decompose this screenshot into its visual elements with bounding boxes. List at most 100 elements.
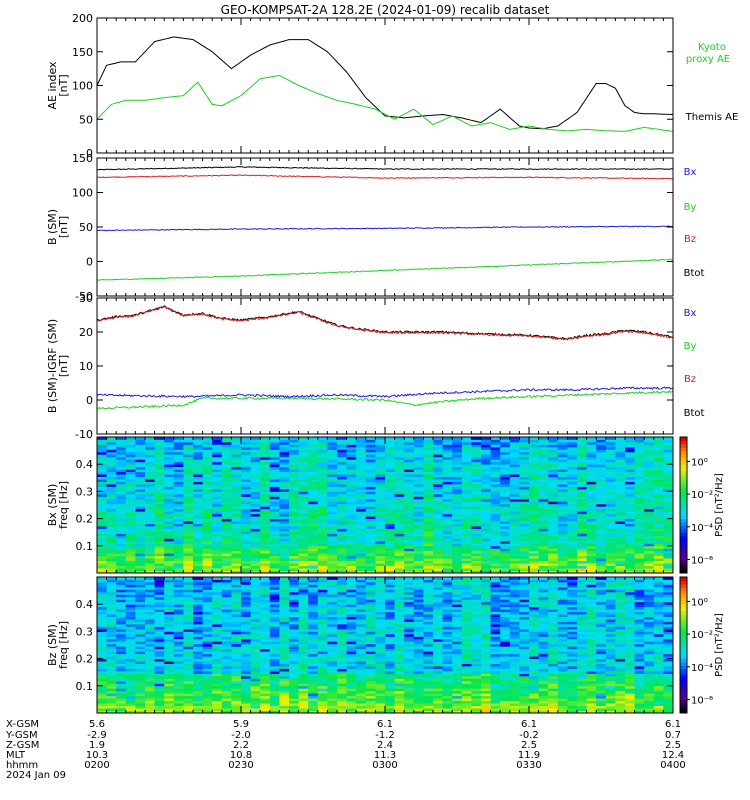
psd-cell [413,456,424,460]
psd-cell [586,474,597,477]
psd-cell [212,464,223,468]
psd-cell [509,518,520,522]
psd-cell [500,503,511,507]
psd-cell [452,479,463,482]
psd-cell [125,518,136,522]
psd-cell [519,461,530,465]
psd-cell [212,511,223,515]
psd-cell [490,501,501,505]
psd-cell [490,484,501,487]
psd-cell [567,568,578,571]
psd-cell [260,695,271,699]
psd-cell [625,501,635,505]
psd-cell [202,479,213,482]
psd-cell [596,565,607,569]
psd-cell [212,599,223,603]
psd-cell [577,553,587,557]
psd-cell [423,479,434,482]
psd-cell [481,471,491,475]
psd-cell [116,680,127,684]
psd-cell [596,441,607,445]
psd-cell [269,454,280,458]
psd-cell [241,526,251,529]
psd-cell [135,444,146,448]
figure-title: GEO-KOMPSAT-2A 128.2E (2024-01-09) recal… [221,3,550,17]
psd-cell [97,508,107,512]
psd-cell [145,680,155,684]
psd-cell [97,526,107,529]
psd-cell [154,560,165,564]
psd-cell [97,589,107,593]
psd-cell [97,491,107,495]
psd-cell [577,503,587,507]
psd-cell [308,548,319,552]
psd-cell [404,496,415,500]
psd-cell [356,466,367,470]
psd-cell [452,543,463,547]
psd-cell [269,456,280,460]
psd-cell [279,555,290,559]
psd-cell [154,563,165,566]
psd-cell [567,543,578,547]
psd-cell [106,446,117,450]
psd-cell [154,683,165,687]
psd-cell [615,459,626,463]
psd-cell [471,441,482,445]
psd-cell [116,449,127,453]
psd-cell [413,570,424,574]
psd-cell [317,558,328,562]
psd-cell [106,663,117,667]
psd-cell [500,523,511,527]
psd-cell [567,498,578,502]
psd-cell [269,584,280,588]
psd-cell [509,560,520,564]
psd-cell [116,648,127,652]
psd-cell [653,501,664,505]
psd-cell [605,469,616,472]
psd-cell [269,628,280,632]
psd-cell [116,638,127,642]
psd-cell [221,626,232,630]
psd-cell [221,703,232,706]
psd-cell [423,498,434,502]
psd-cell [605,533,616,537]
psd-cell [298,570,309,574]
psd-cell [164,444,175,448]
psd-cell [327,523,338,527]
psd-cell [173,671,184,674]
psd-cell [106,604,117,608]
psd-cell [145,439,155,443]
psd-cell [452,469,463,472]
psd-cell [337,451,347,455]
psd-cell [663,496,674,500]
psd-cell [577,533,587,537]
psd-cell [529,454,539,458]
psd-cell [548,521,559,524]
psd-cell [202,550,213,554]
psd-cell [241,555,251,559]
psd-cell [221,484,232,487]
psd-cell [173,710,184,714]
psd-cell [97,641,107,645]
psd-cell [183,611,194,615]
psd-cell [404,558,415,562]
psd-cell [125,594,136,598]
psd-cell [145,668,155,672]
psd-cell [154,671,165,674]
psd-cell [394,496,405,500]
psd-cell [202,616,213,620]
psd-cell [269,626,280,630]
psd-cell [567,441,578,445]
psd-cell [269,451,280,455]
psd-cell [298,518,309,522]
psd-cell [615,449,626,453]
psd-cell [212,596,223,600]
psd-cell [289,439,299,443]
psd-cell [442,476,453,480]
psd-cell [193,511,203,515]
psd-cell [125,599,136,603]
psd-cell [452,461,463,465]
psd-cell [519,481,530,485]
psd-cell [634,493,645,497]
psd-cell [250,439,261,443]
